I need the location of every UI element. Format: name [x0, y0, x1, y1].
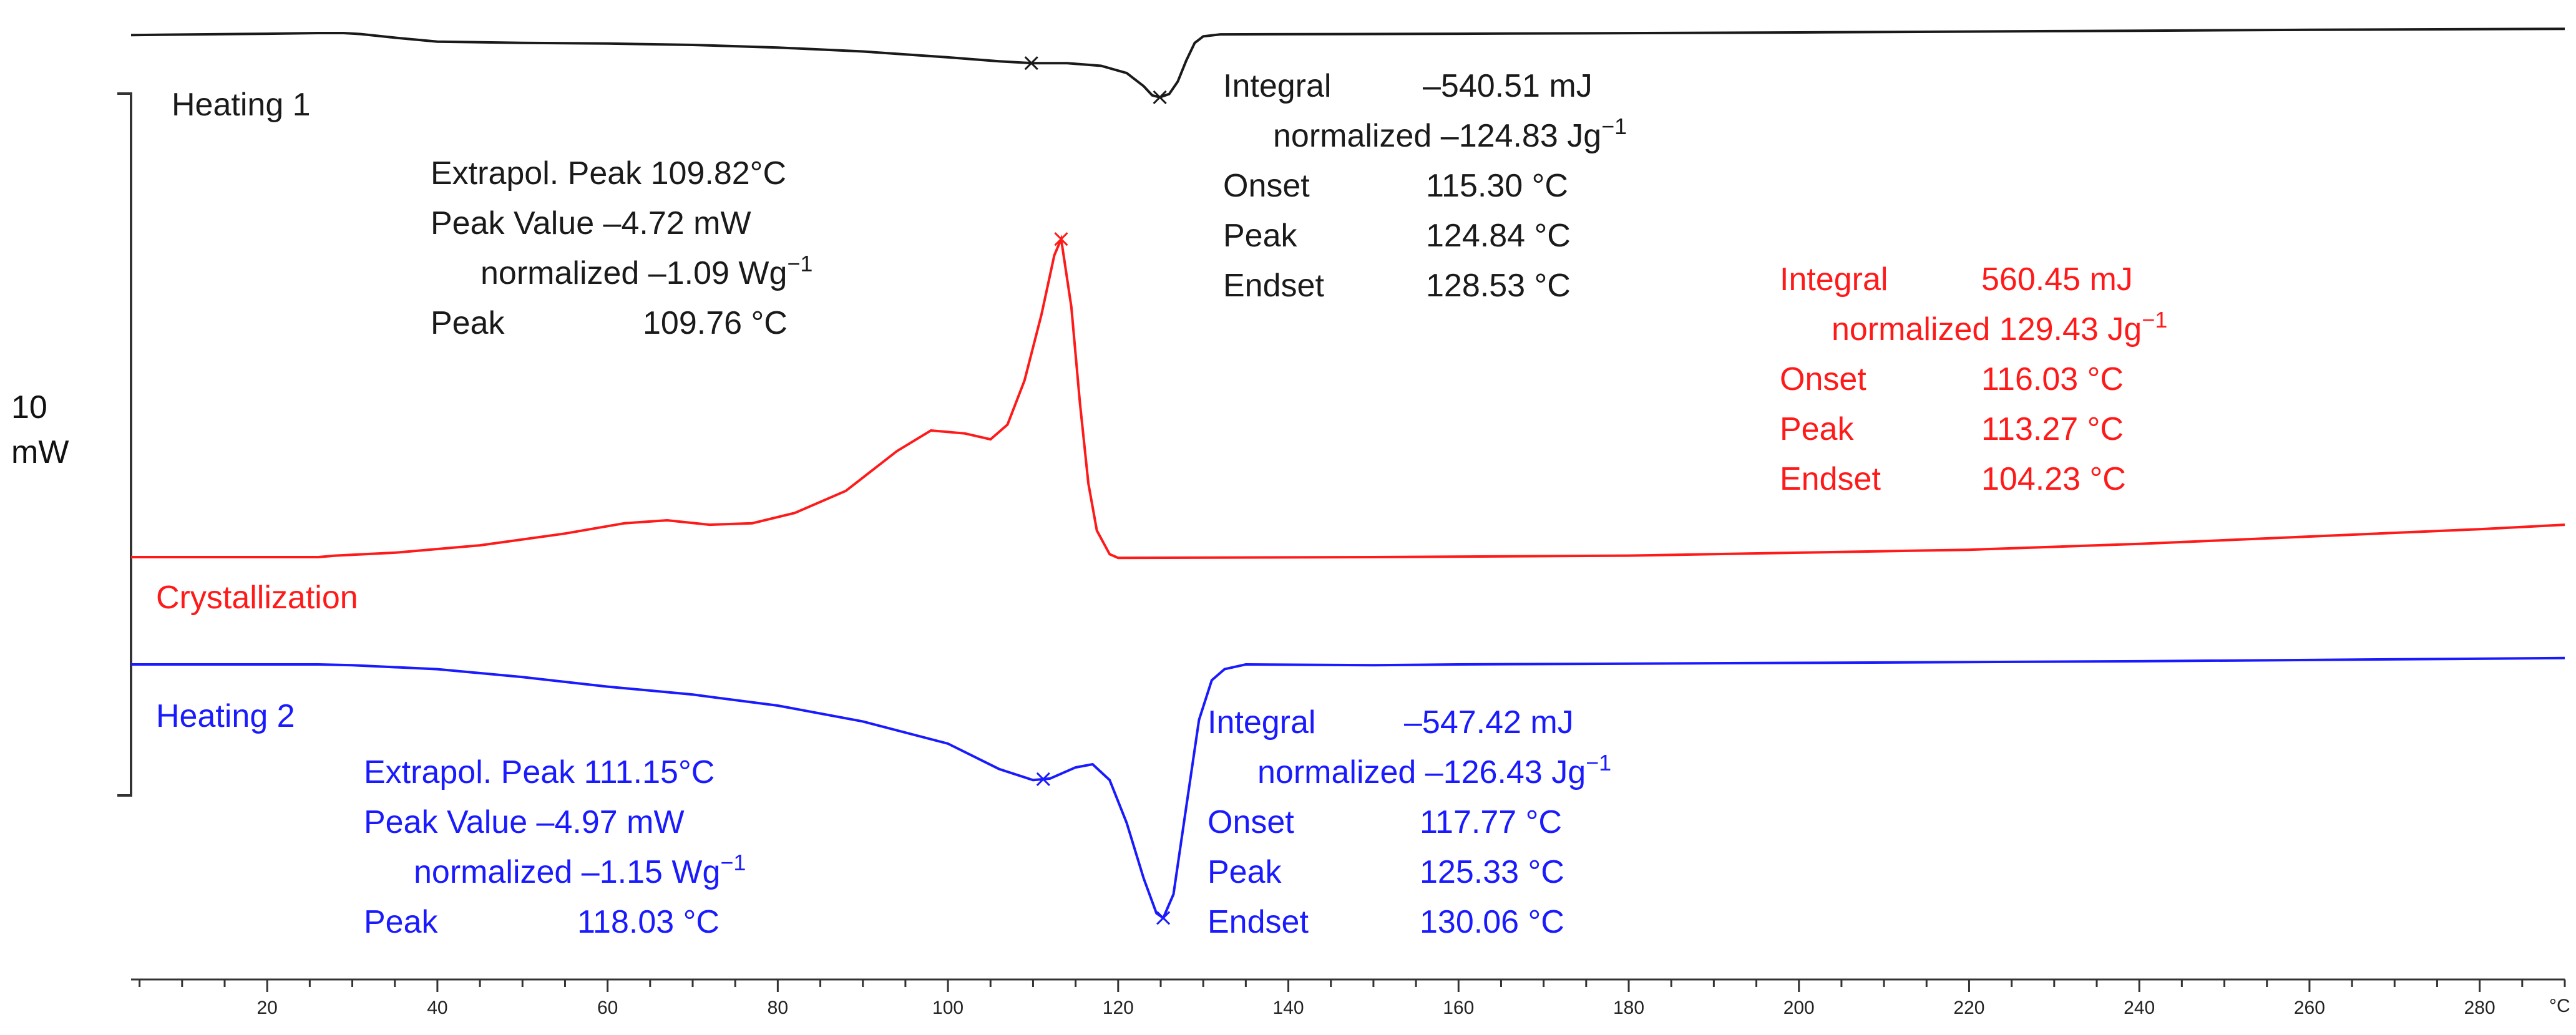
h1-integral-label: Integral	[1223, 68, 1331, 104]
crystallization-curve	[131, 234, 2565, 560]
x-tick-label: 40	[427, 998, 447, 1018]
heating-1-annotations: Heating 1 Extrapol. Peak 109.82°C Peak V…	[172, 68, 1627, 341]
svg-text:normalized –124.83 Jg−1: normalized –124.83 Jg−1	[1273, 114, 1627, 154]
cr-endset-label: Endset	[1780, 461, 1881, 497]
x-tick-label: 280	[2464, 998, 2496, 1018]
x-tick-label: 220	[1953, 998, 1984, 1018]
x-tick-label: 80	[768, 998, 788, 1018]
h2-onset-label: Onset	[1208, 804, 1294, 840]
cr-onset-label: Onset	[1780, 361, 1866, 397]
heating-1-curve	[130, 27, 2565, 99]
h2-peak2-label: Peak	[1208, 854, 1282, 890]
h2-peak-value: Peak Value –4.97 mW	[364, 804, 685, 840]
peak-marker	[1156, 911, 1171, 925]
h2-integral-exp: −1	[1586, 750, 1611, 775]
peak-marker	[1036, 772, 1050, 786]
h2-peak-value-temp: 118.03 °C	[577, 904, 720, 940]
crystallization-annotations: Crystallization Integral 560.45 mJ norma…	[156, 261, 2167, 616]
cr-peak-label: Peak	[1780, 411, 1855, 447]
cr-endset-value: 104.23 °C	[1981, 461, 2126, 497]
h1-peak-value: Peak Value –4.72 mW	[431, 205, 751, 241]
x-axis: 20 40 60 80 100 120 140 160 180 200 220 240 260 280 °…	[131, 978, 2570, 1018]
cr-integral-normalized: normalized 129.43 Jg	[1832, 311, 2142, 347]
h1-onset-value: 115.30 °C	[1426, 168, 1568, 204]
cr-integral-label: Integral	[1780, 261, 1888, 298]
x-tick-label: 180	[1613, 998, 1644, 1018]
h2-endset-label: Endset	[1208, 904, 1309, 940]
peak-marker	[1024, 56, 1038, 70]
svg-text:normalized –1.15 Wg−1: normalized –1.15 Wg−1	[414, 850, 746, 890]
h1-integral-exp: −1	[1601, 114, 1627, 139]
x-tick-label: 240	[2124, 998, 2155, 1018]
h1-onset-label: Onset	[1223, 168, 1310, 204]
h1-peak-value-temp: 109.76 °C	[643, 305, 788, 341]
scale-bar-unit: mW	[11, 434, 69, 470]
scale-bar-value: 10	[11, 389, 47, 425]
h2-extrapol-peak: Extrapol. Peak 111.15°C	[364, 754, 715, 790]
h1-endset-value: 128.53 °C	[1426, 268, 1571, 304]
x-tick-label: 60	[597, 998, 618, 1018]
h1-peak-label: Peak	[431, 305, 505, 341]
h2-peak-value-normalized: normalized –1.15 Wg	[414, 854, 720, 890]
x-tick-label: 160	[1443, 998, 1474, 1018]
h1-integral-value: –540.51 mJ	[1423, 68, 1593, 104]
heating-1-label: Heating 1	[172, 87, 311, 123]
peak-marker	[1153, 90, 1167, 105]
x-tick-label: 20	[256, 998, 277, 1018]
heating-2-label: Heating 2	[156, 698, 295, 734]
heating-2-annotations: Heating 2 Extrapol. Peak 111.15°C Peak V…	[156, 698, 1611, 940]
svg-text:normalized –126.43 Jg−1: normalized –126.43 Jg−1	[1257, 750, 1611, 790]
cr-onset-value: 116.03 °C	[1981, 361, 2124, 397]
cr-integral-value: 560.45 mJ	[1981, 261, 2133, 298]
h1-endset-label: Endset	[1223, 268, 1324, 304]
h1-peak2-label: Peak	[1223, 218, 1298, 254]
h1-peak-value-exp: −1	[787, 251, 812, 276]
h2-peak-label: Peak	[364, 904, 439, 940]
peak-marker	[1054, 232, 1068, 246]
scale-bar: 10 mW	[11, 92, 132, 797]
cr-peak-value: 113.27 °C	[1981, 411, 2124, 447]
h1-peak-value-normalized: normalized –1.09 Wg	[481, 255, 787, 291]
h1-integral-normalized: normalized –124.83 Jg	[1273, 118, 1601, 154]
x-tick-label: 260	[2294, 998, 2325, 1018]
cr-integral-exp: −1	[2142, 307, 2167, 333]
x-axis-unit: °C	[2549, 996, 2570, 1016]
h1-peak2-value: 124.84 °C	[1426, 218, 1571, 254]
h2-peak-value-exp: −1	[720, 850, 746, 875]
h2-integral-value: –547.42 mJ	[1404, 704, 1574, 741]
svg-text:normalized –1.09 Wg−1: normalized –1.09 Wg−1	[481, 251, 812, 291]
h1-extrapol-peak: Extrapol. Peak 109.82°C	[431, 155, 786, 192]
h2-integral-normalized: normalized –126.43 Jg	[1257, 754, 1586, 790]
x-tick-label: 120	[1103, 998, 1134, 1018]
h2-integral-label: Integral	[1208, 704, 1315, 741]
peak-markers	[1024, 56, 1171, 925]
heating-2-curve	[131, 656, 2565, 920]
crystallization-label: Crystallization	[156, 580, 358, 616]
x-tick-label: 200	[1783, 998, 1815, 1018]
svg-text:normalized 129.43 Jg−1: normalized 129.43 Jg−1	[1832, 307, 2167, 347]
h2-peak2-value: 125.33 °C	[1420, 854, 1564, 890]
h2-endset-value: 130.06 °C	[1420, 904, 1564, 940]
x-tick-label: 100	[932, 998, 964, 1018]
x-tick-label: 140	[1273, 998, 1304, 1018]
h2-onset-value: 117.77 °C	[1420, 804, 1562, 840]
x-ticks: 20 40 60 80 100 120 140 160 180 200 220 240 260 280	[139, 979, 2566, 1018]
